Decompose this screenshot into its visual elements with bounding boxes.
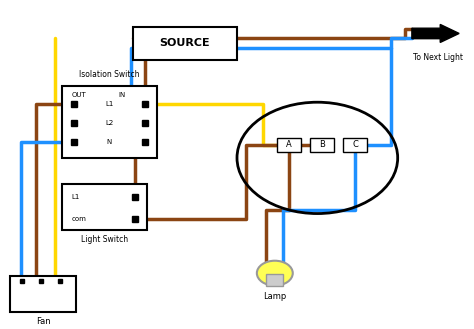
Text: N: N bbox=[107, 139, 112, 145]
Text: C: C bbox=[352, 140, 358, 149]
Bar bbox=[277, 138, 301, 152]
Text: L1: L1 bbox=[72, 194, 80, 200]
Text: A: A bbox=[286, 140, 292, 149]
Text: IN: IN bbox=[119, 92, 126, 98]
Bar bbox=[310, 138, 334, 152]
Text: L2: L2 bbox=[105, 120, 113, 126]
Bar bbox=[133, 27, 237, 60]
Text: B: B bbox=[319, 140, 325, 149]
Bar bbox=[10, 276, 76, 312]
Text: com: com bbox=[72, 216, 86, 222]
Text: SOURCE: SOURCE bbox=[160, 38, 210, 48]
Bar bbox=[343, 138, 367, 152]
Text: OUT: OUT bbox=[72, 92, 86, 98]
Text: L1: L1 bbox=[105, 101, 114, 107]
Text: Light Switch: Light Switch bbox=[81, 235, 128, 244]
Bar bbox=[266, 274, 283, 286]
Text: Lamp: Lamp bbox=[263, 292, 286, 301]
Circle shape bbox=[257, 261, 293, 286]
Bar bbox=[62, 86, 156, 158]
Text: Isolation Switch: Isolation Switch bbox=[79, 70, 140, 79]
Text: To Next Light: To Next Light bbox=[413, 53, 463, 62]
FancyArrow shape bbox=[412, 24, 459, 42]
Text: Fan: Fan bbox=[36, 317, 51, 326]
Bar bbox=[62, 184, 147, 230]
